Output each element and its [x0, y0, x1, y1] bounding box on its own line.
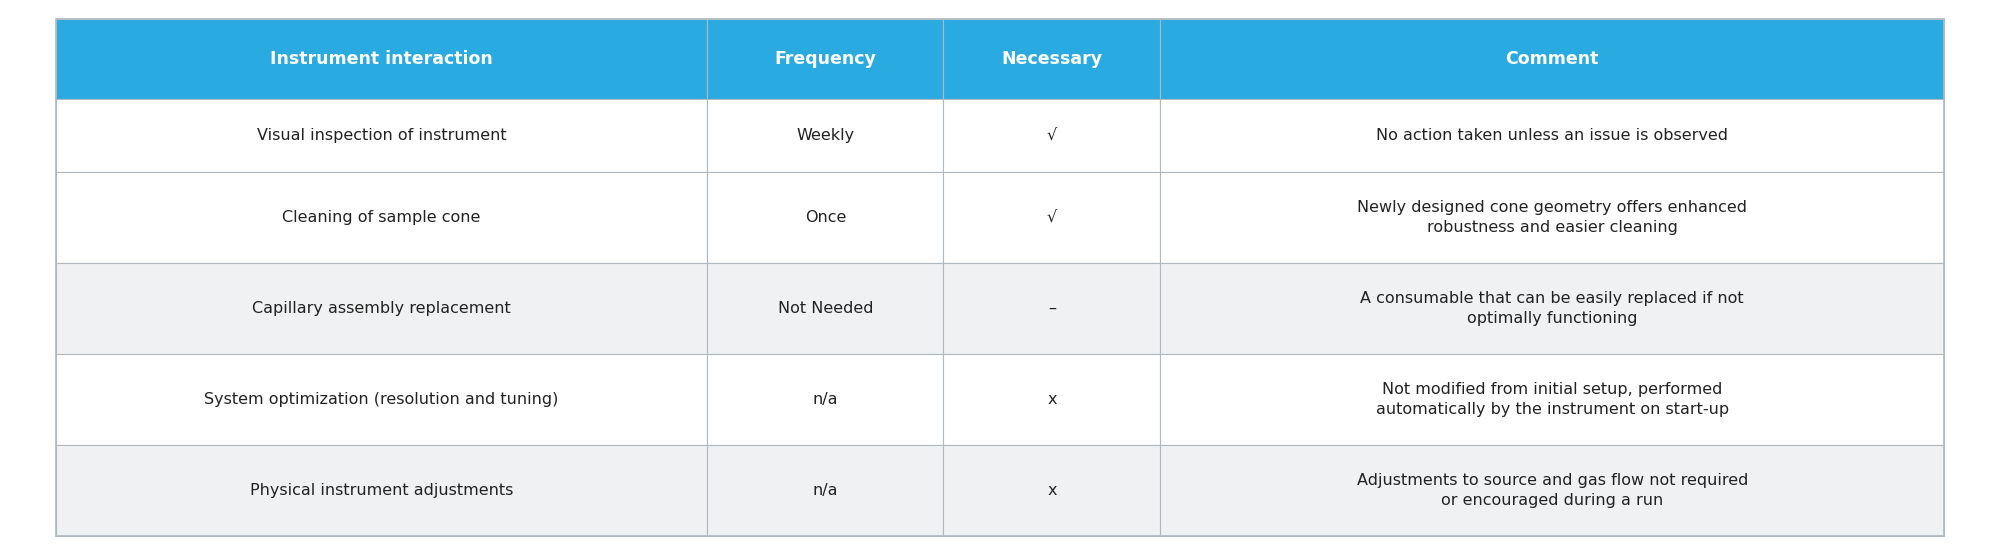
Text: System optimization (resolution and tuning): System optimization (resolution and tuni… [204, 392, 558, 407]
Text: Comment: Comment [1506, 50, 1598, 68]
Bar [708, 99, 944, 172]
Text: Necessary: Necessary [1002, 50, 1102, 68]
Bar [708, 172, 944, 263]
Text: Newly designed cone geometry offers enhanced
robustness and easier cleaning: Newly designed cone geometry offers enha… [1358, 200, 1748, 235]
Text: A consumable that can be easily replaced if not
optimally functioning: A consumable that can be easily replaced… [1360, 290, 1744, 326]
Text: Adjustments to source and gas flow not required
or encouraged during a run: Adjustments to source and gas flow not r… [1356, 473, 1748, 508]
Bar [1160, 263, 1944, 354]
Bar [56, 19, 708, 99]
Bar [944, 99, 1160, 172]
Text: No action taken unless an issue is observed: No action taken unless an issue is obser… [1376, 128, 1728, 143]
Text: Physical instrument adjustments: Physical instrument adjustments [250, 483, 514, 498]
Text: –: – [1048, 301, 1056, 316]
Text: √: √ [1046, 128, 1058, 143]
Bar [56, 172, 708, 263]
Bar [1160, 445, 1944, 536]
Text: Cleaning of sample cone: Cleaning of sample cone [282, 210, 480, 225]
Bar [56, 263, 708, 354]
Bar [944, 172, 1160, 263]
Text: Once: Once [804, 210, 846, 225]
Text: n/a: n/a [812, 392, 838, 407]
Bar [708, 354, 944, 445]
Bar [708, 445, 944, 536]
Text: √: √ [1046, 210, 1058, 225]
Bar [708, 19, 944, 99]
Bar [56, 99, 708, 172]
Text: Not Needed: Not Needed [778, 301, 874, 316]
Bar [1160, 19, 1944, 99]
Bar [56, 354, 708, 445]
Text: n/a: n/a [812, 483, 838, 498]
Bar [1160, 99, 1944, 172]
Text: x: x [1048, 483, 1056, 498]
Bar [1160, 354, 1944, 445]
Bar [1160, 172, 1944, 263]
Bar [944, 263, 1160, 354]
Bar [944, 354, 1160, 445]
Bar [56, 445, 708, 536]
Text: x: x [1048, 392, 1056, 407]
Bar [944, 19, 1160, 99]
Text: Instrument interaction: Instrument interaction [270, 50, 494, 68]
Text: Weekly: Weekly [796, 128, 854, 143]
Bar [944, 445, 1160, 536]
Text: Capillary assembly replacement: Capillary assembly replacement [252, 301, 512, 316]
Bar [708, 263, 944, 354]
Text: Visual inspection of instrument: Visual inspection of instrument [256, 128, 506, 143]
Text: Frequency: Frequency [774, 50, 876, 68]
Text: Not modified from initial setup, performed
automatically by the instrument on st: Not modified from initial setup, perform… [1376, 382, 1728, 417]
